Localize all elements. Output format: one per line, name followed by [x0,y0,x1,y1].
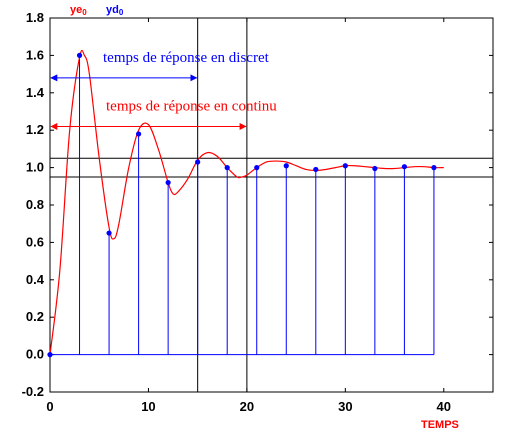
sample-point [224,165,230,171]
y-tick-label: -0.2 [22,384,44,399]
y-tick-label: 1.2 [26,122,44,137]
reference-lines [50,18,493,392]
response-time-label: temps de réponse en continu [106,98,277,114]
sample-point [431,165,437,171]
y-tick-label: 1.8 [26,10,44,25]
axis-ticks: -0.2 0.0 0.2 0.4 0.6 0.8 1.0 1.2 1.4 1.6 1.8 0 10 20 3… [22,10,493,414]
annotations: temps de réponse en discret temps de répo… [50,50,277,130]
discrete-response-points [47,52,437,358]
y-tick-label: 1.6 [26,47,44,62]
legend: ye0 yd0 [70,4,124,17]
sample-point [47,352,53,358]
x-tick-label: 20 [240,399,254,414]
sample-point [165,179,171,186]
sample-point [372,165,378,172]
sample-point [76,52,83,59]
x-tick-label: 30 [338,399,352,414]
legend-entry-ye: ye0 [70,4,87,17]
sample-point [106,230,112,236]
y-tick-label: 0.2 [26,309,44,324]
sample-point [342,163,348,169]
y-tick-label: 1.4 [26,85,45,100]
y-tick-label: 0.4 [26,272,45,287]
sample-point [254,165,260,171]
y-tick-label: 0.0 [26,347,44,362]
response-time-label: temps de réponse en discret [103,50,270,66]
x-axis-label: TEMPS [421,419,459,431]
y-tick-label: 0.6 [26,234,44,249]
x-tick-label: 0 [46,399,53,414]
sample-point [401,164,407,170]
y-tick-label: 1.0 [26,160,44,175]
x-tick-label: 10 [141,399,155,414]
x-tick-label: 40 [437,399,451,414]
sample-point [195,159,201,165]
y-tick-label: 0.8 [26,197,44,212]
sample-point [283,163,289,169]
sample-point [313,166,319,173]
plot-frame [49,17,494,393]
continuous-response-curve [49,49,444,355]
legend-entry-yd: yd0 [106,4,124,17]
discrete-response-stems [50,55,435,356]
sample-point [136,131,142,137]
